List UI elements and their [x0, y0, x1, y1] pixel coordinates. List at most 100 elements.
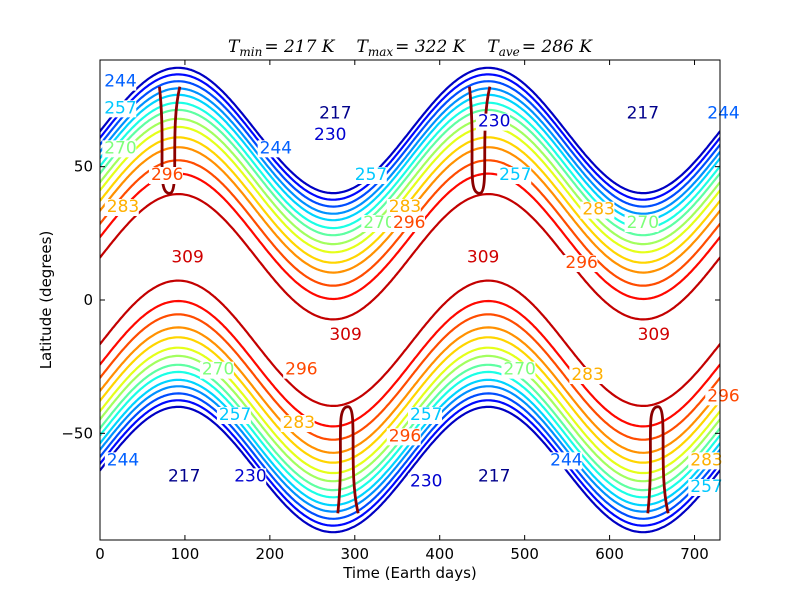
contour-line-237 — [100, 80, 720, 520]
contour-label-283: 283 — [582, 200, 614, 220]
contour-label-244: 244 — [707, 104, 739, 124]
x-tick-label: 700 — [680, 545, 709, 563]
title-subscript: ave — [499, 45, 520, 59]
contour-label-257: 257 — [104, 98, 136, 118]
contour-label-217: 217 — [168, 466, 200, 486]
contour-label-257: 257 — [690, 477, 722, 497]
x-axis-label: Time (Earth days) — [342, 564, 477, 582]
contour-label-bg — [548, 452, 583, 470]
contour-label-309: 309 — [171, 248, 203, 268]
contour-line-283 — [100, 136, 720, 464]
contour-line-276 — [100, 125, 720, 475]
x-tick-label: 300 — [340, 545, 369, 563]
contour-label-bg — [169, 249, 204, 267]
contour-label-296: 296 — [285, 360, 317, 380]
chart-title: Tmin = 217 K Tmax = 322 K Tave = 286 K — [228, 37, 593, 59]
title-symbol: T — [487, 37, 500, 57]
contour-label-296: 296 — [151, 165, 183, 185]
contour-line-309 — [100, 193, 720, 407]
contour-label-283: 283 — [107, 197, 139, 217]
contour-label-309: 309 — [329, 325, 361, 345]
contour-label-309: 309 — [467, 248, 499, 268]
contour-label-bg — [104, 199, 139, 216]
x-tick-label: 200 — [256, 545, 285, 563]
y-tick-label: 50 — [74, 158, 93, 176]
contour-label-bg — [104, 452, 139, 470]
contour-label-bg — [280, 415, 315, 432]
contour-label-283: 283 — [571, 365, 603, 385]
contour-label-217: 217 — [478, 466, 510, 486]
x-tick-label: 500 — [510, 545, 539, 563]
contour-label-244: 244 — [107, 450, 139, 470]
contour-line-244 — [100, 87, 720, 513]
contour-label-bg — [408, 407, 442, 424]
contour-label-bg — [475, 113, 510, 131]
contour-label-bg — [283, 361, 318, 379]
contour-label-244: 244 — [260, 138, 292, 158]
polar-cap-loop — [336, 405, 360, 514]
contour-label-bg — [475, 468, 510, 486]
y-tick-label: 0 — [83, 291, 93, 309]
contour-label-bg — [563, 255, 598, 272]
title-symbol: T — [228, 37, 241, 57]
contour-label-bg — [102, 140, 137, 158]
polar-cap-loop — [646, 405, 670, 514]
contour-label-283: 283 — [283, 413, 315, 433]
contour-line-223 — [100, 66, 720, 534]
polar-cap-loop — [468, 86, 492, 195]
contour-label-bg — [688, 479, 723, 496]
contour-line-289 — [100, 146, 720, 454]
contour-label-230: 230 — [314, 125, 346, 145]
contour-label-270: 270 — [363, 213, 395, 233]
y-axis-ticks: −50 0 50 — [61, 158, 720, 442]
y-axis-label: Latitude (degrees) — [37, 231, 55, 370]
contour-label-bg — [312, 127, 347, 144]
contour-label-296: 296 — [389, 426, 421, 446]
contour-label-bg — [148, 167, 183, 184]
contour-label-bg — [102, 100, 137, 118]
contour-label-296: 296 — [707, 386, 739, 406]
contour-label-bg — [624, 215, 659, 232]
contour-label-bg — [705, 388, 740, 406]
contour-label-bg — [497, 167, 532, 184]
contour-label-bg — [569, 367, 604, 384]
x-tick-label: 400 — [425, 545, 454, 563]
title-value: = 286 K — [522, 37, 593, 57]
contour-label-bg — [317, 105, 352, 123]
contour-label-244: 244 — [104, 72, 136, 92]
contour-label-257: 257 — [410, 405, 442, 425]
contour-label-230: 230 — [410, 472, 442, 492]
contour-label-230: 230 — [478, 112, 510, 132]
title-symbol: T — [357, 37, 370, 57]
contour-label-257: 257 — [219, 405, 251, 425]
contour-label-bg — [361, 215, 396, 232]
contour-label-270: 270 — [202, 360, 234, 380]
contour-label-bg — [408, 473, 442, 491]
contour-label-bg — [352, 167, 387, 184]
contour-label-257: 257 — [499, 165, 531, 185]
contour-label-bg — [705, 105, 740, 123]
contour-label-283: 283 — [389, 197, 421, 217]
contour-label-bg — [391, 215, 426, 232]
contour-label-bg — [216, 407, 251, 424]
contour-label-bg — [165, 468, 200, 486]
polar-cap-boundaries — [158, 86, 670, 514]
contour-label-217: 217 — [627, 104, 659, 124]
contour-lines — [100, 66, 720, 534]
x-tick-label: 0 — [95, 545, 105, 563]
contour-label-bg — [688, 452, 723, 470]
title-value: = 322 K — [395, 37, 466, 57]
contour-label-bg — [580, 201, 615, 219]
contour-label-bg — [624, 105, 659, 123]
contour-label-bg — [327, 327, 362, 344]
contour-label-bg — [464, 249, 499, 267]
contour-line-230 — [100, 73, 720, 527]
title-value: = 217 K — [264, 37, 335, 57]
contour-line-296 — [100, 159, 720, 441]
contour-label-270: 270 — [503, 360, 535, 380]
y-tick-label: −50 — [61, 424, 93, 442]
contour-label-270: 270 — [104, 138, 136, 158]
title-subscript: max — [368, 45, 394, 59]
contour-label-bg — [386, 428, 421, 446]
